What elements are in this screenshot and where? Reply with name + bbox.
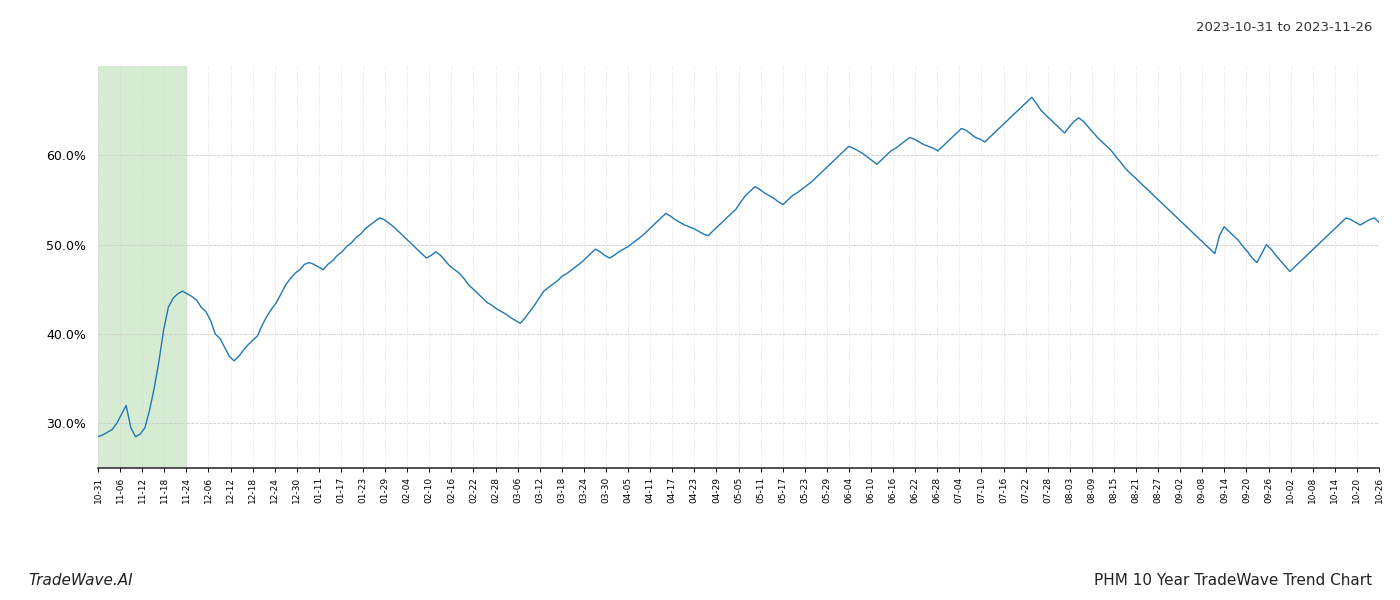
Text: 2023-10-31 to 2023-11-26: 2023-10-31 to 2023-11-26 (1196, 21, 1372, 34)
Bar (98, 66, 186, 468)
Text: PHM 10 Year TradeWave Trend Chart: PHM 10 Year TradeWave Trend Chart (1093, 573, 1372, 588)
Text: TradeWave.AI: TradeWave.AI (28, 573, 133, 588)
